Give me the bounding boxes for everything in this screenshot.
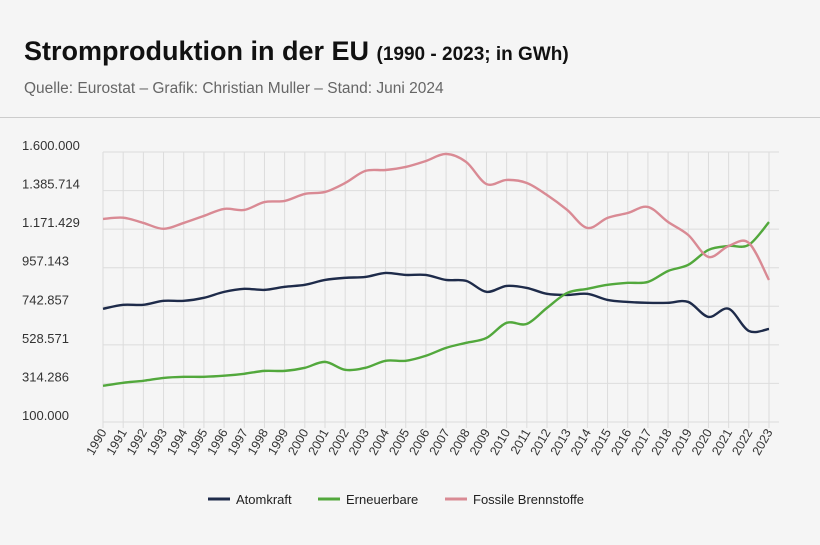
y-tick-label: 1.600.000 [22, 138, 80, 153]
x-tick-label: 2003 [346, 426, 372, 457]
x-tick-label: 2017 [628, 426, 654, 457]
series-line-fossile-brennstoffe [102, 152, 771, 281]
x-tick-label: 2013 [548, 426, 574, 457]
chart-source: Quelle: Eurostat – Grafik: Christian Mul… [24, 80, 444, 97]
x-tick-label: 2018 [649, 426, 675, 457]
x-tick-label: 2019 [669, 426, 695, 457]
x-tick-label: 1997 [225, 426, 251, 457]
y-tick-label: 314.286 [22, 369, 69, 384]
series-line-atomkraft [102, 271, 770, 334]
title-suffix: (1990 - 2023; in GWh) [376, 44, 569, 65]
title-main: Stromproduktion in der EU [24, 36, 370, 66]
x-tick-label: 2014 [568, 426, 594, 457]
x-tick-label: 2020 [689, 426, 715, 457]
x-tick-label: 1995 [184, 426, 210, 457]
x-tick-label: 1996 [205, 426, 231, 457]
x-tick-label: 2006 [406, 426, 432, 457]
y-tick-label: 1.385.714 [22, 177, 80, 192]
x-tick-label: 2004 [366, 426, 392, 457]
x-tick-label: 2000 [285, 426, 311, 457]
y-tick-label: 528.571 [22, 331, 69, 346]
x-tick-label: 1993 [144, 426, 170, 457]
x-tick-label: 2022 [729, 426, 755, 457]
x-tick-label: 1990 [84, 426, 110, 457]
legend-item: Fossile Brennstoffe [473, 492, 584, 507]
x-tick-label: 2005 [386, 426, 412, 457]
series-line-erneuerbare [102, 221, 770, 388]
x-tick-label: 1998 [245, 426, 271, 457]
chart-title: Stromproduktion in der EU (1990 - 2023; … [24, 36, 569, 67]
x-tick-label: 2009 [467, 426, 493, 457]
x-tick-label: 2023 [750, 426, 776, 457]
x-tick-label: 2002 [326, 426, 352, 457]
x-tick-label: 2001 [306, 426, 332, 457]
x-tick-label: 2008 [447, 426, 473, 457]
x-tick-label: 1991 [104, 426, 130, 457]
x-tick-label: 1994 [164, 426, 190, 457]
x-tick-label: 1999 [265, 426, 291, 457]
legend-item: Erneuerbare [346, 492, 418, 507]
legend-item: Atomkraft [236, 492, 292, 507]
x-tick-label: 2021 [709, 426, 735, 457]
y-tick-label: 100.000 [22, 408, 69, 423]
x-tick-label: 2016 [608, 426, 634, 457]
y-tick-label: 742.857 [22, 292, 69, 307]
x-tick-label: 2007 [427, 426, 453, 457]
y-tick-label: 1.171.429 [22, 215, 80, 230]
x-tick-label: 2015 [588, 426, 614, 457]
header-divider [0, 117, 820, 118]
x-tick-label: 2010 [487, 426, 513, 457]
y-tick-label: 957.143 [22, 254, 69, 269]
x-tick-label: 1992 [124, 426, 150, 457]
x-tick-label: 2012 [528, 426, 554, 457]
